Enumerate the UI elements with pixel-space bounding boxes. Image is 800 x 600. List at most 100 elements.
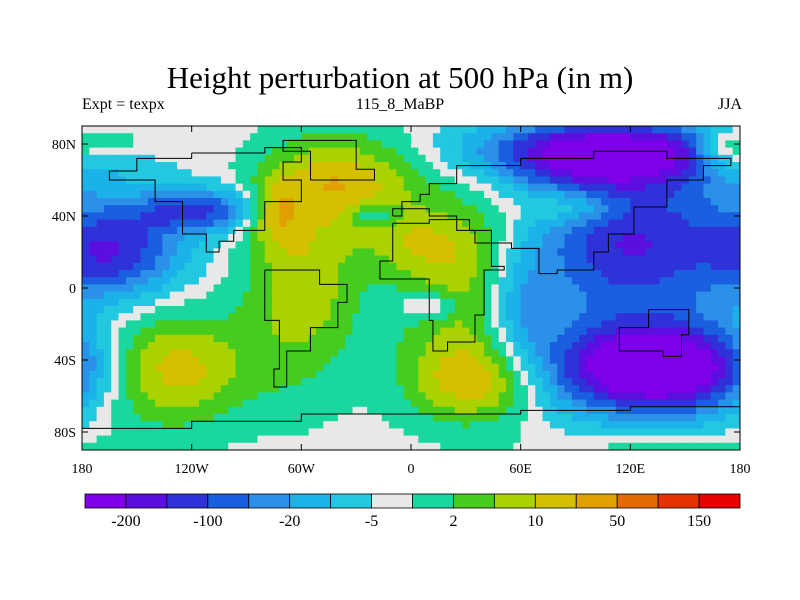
field-cell <box>89 154 98 163</box>
field-cell <box>264 241 273 249</box>
field-cell <box>732 414 740 422</box>
field-cell <box>323 363 332 372</box>
field-cell <box>593 435 602 444</box>
field-cell <box>564 162 573 170</box>
field-cell <box>557 169 566 177</box>
field-cell <box>198 334 207 343</box>
field-cell <box>630 442 639 450</box>
field-cell <box>198 162 207 170</box>
field-cell <box>279 442 288 450</box>
field-cell <box>630 327 639 336</box>
field-cell <box>396 435 405 444</box>
field-cell <box>666 313 675 321</box>
field-cell <box>301 140 310 149</box>
field-cell <box>184 262 193 271</box>
field-cell <box>440 306 449 314</box>
field-cell <box>564 349 573 357</box>
field-cell <box>549 356 558 365</box>
field-cell <box>564 327 573 336</box>
field-cell <box>710 378 719 386</box>
field-cell <box>147 277 156 285</box>
field-cell <box>484 370 493 379</box>
field-cell <box>82 255 90 264</box>
field-cell <box>586 306 595 314</box>
field-cell <box>352 133 361 141</box>
field-cell <box>593 212 602 221</box>
field-cell <box>462 349 471 357</box>
field-cell <box>330 270 339 278</box>
field-cell <box>147 428 156 437</box>
field-cell <box>257 385 266 393</box>
field-cell <box>198 392 207 401</box>
field-cell <box>579 126 588 134</box>
field-cell <box>374 147 383 156</box>
field-cell <box>601 291 609 300</box>
field-cell <box>557 277 566 285</box>
field-cell <box>220 284 229 293</box>
field-cell <box>169 334 178 343</box>
field-cell <box>396 262 405 271</box>
field-cell <box>82 176 90 185</box>
field-cell <box>162 442 171 450</box>
field-cell <box>206 442 215 450</box>
field-cell <box>703 169 712 177</box>
field-cell <box>257 270 266 278</box>
field-cell <box>162 255 171 264</box>
field-cell <box>571 378 580 386</box>
field-cell <box>623 176 631 185</box>
field-cell <box>389 154 397 163</box>
field-cell <box>681 133 690 141</box>
field-cell <box>250 298 259 307</box>
field-cell <box>637 234 646 242</box>
field-cell <box>286 421 295 429</box>
field-cell <box>155 421 164 429</box>
field-cell <box>718 255 726 264</box>
field-cell <box>549 349 558 357</box>
field-cell <box>133 442 142 450</box>
field-cell <box>228 327 237 336</box>
field-cell <box>601 183 609 192</box>
field-cell <box>659 435 668 444</box>
field-cell <box>308 442 317 450</box>
field-cell <box>644 392 653 401</box>
field-cell <box>688 226 697 235</box>
field-cell <box>469 133 478 141</box>
field-cell <box>681 378 690 386</box>
field-cell <box>557 342 566 350</box>
field-cell <box>425 169 434 177</box>
field-cell <box>125 370 134 379</box>
field-cell <box>82 162 90 170</box>
field-cell <box>535 291 544 300</box>
field-cell <box>198 234 207 242</box>
field-cell <box>125 349 134 357</box>
field-cell <box>491 205 500 213</box>
field-cell <box>469 435 478 444</box>
field-cell <box>381 399 390 408</box>
field-cell <box>374 284 383 293</box>
field-cell <box>184 190 193 199</box>
field-cell <box>228 334 237 343</box>
field-cell <box>586 414 595 422</box>
field-cell <box>250 219 259 228</box>
field-cell <box>659 212 668 221</box>
field-cell <box>184 133 193 141</box>
field-cell <box>155 162 164 170</box>
field-cell <box>264 154 273 163</box>
field-cell <box>103 262 112 271</box>
field-cell <box>323 378 332 386</box>
field-cell <box>147 435 156 444</box>
field-cell <box>688 234 697 242</box>
field-cell <box>315 234 324 242</box>
field-cell <box>601 219 609 228</box>
field-cell <box>403 306 412 314</box>
field-cell <box>103 442 112 450</box>
field-cell <box>103 406 112 415</box>
field-cell <box>674 421 683 429</box>
field-cell <box>294 342 302 350</box>
field-cell <box>579 442 588 450</box>
field-cell <box>323 291 332 300</box>
field-cell <box>411 162 419 170</box>
field-cell <box>118 234 127 242</box>
field-cell <box>323 205 332 213</box>
field-cell <box>513 291 522 300</box>
